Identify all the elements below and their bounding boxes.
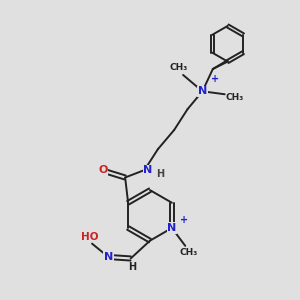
Text: +: + bbox=[180, 215, 188, 225]
Text: HO: HO bbox=[81, 232, 98, 242]
Text: CH₃: CH₃ bbox=[169, 63, 188, 72]
Text: N: N bbox=[198, 86, 207, 96]
Text: CH₃: CH₃ bbox=[180, 248, 198, 257]
Text: N: N bbox=[167, 223, 176, 233]
Text: CH₃: CH₃ bbox=[226, 93, 244, 102]
Text: H: H bbox=[156, 169, 164, 178]
Text: N: N bbox=[104, 252, 113, 262]
Text: H: H bbox=[128, 262, 136, 272]
Text: N: N bbox=[143, 165, 153, 175]
Text: +: + bbox=[211, 74, 220, 84]
Text: O: O bbox=[98, 165, 107, 175]
